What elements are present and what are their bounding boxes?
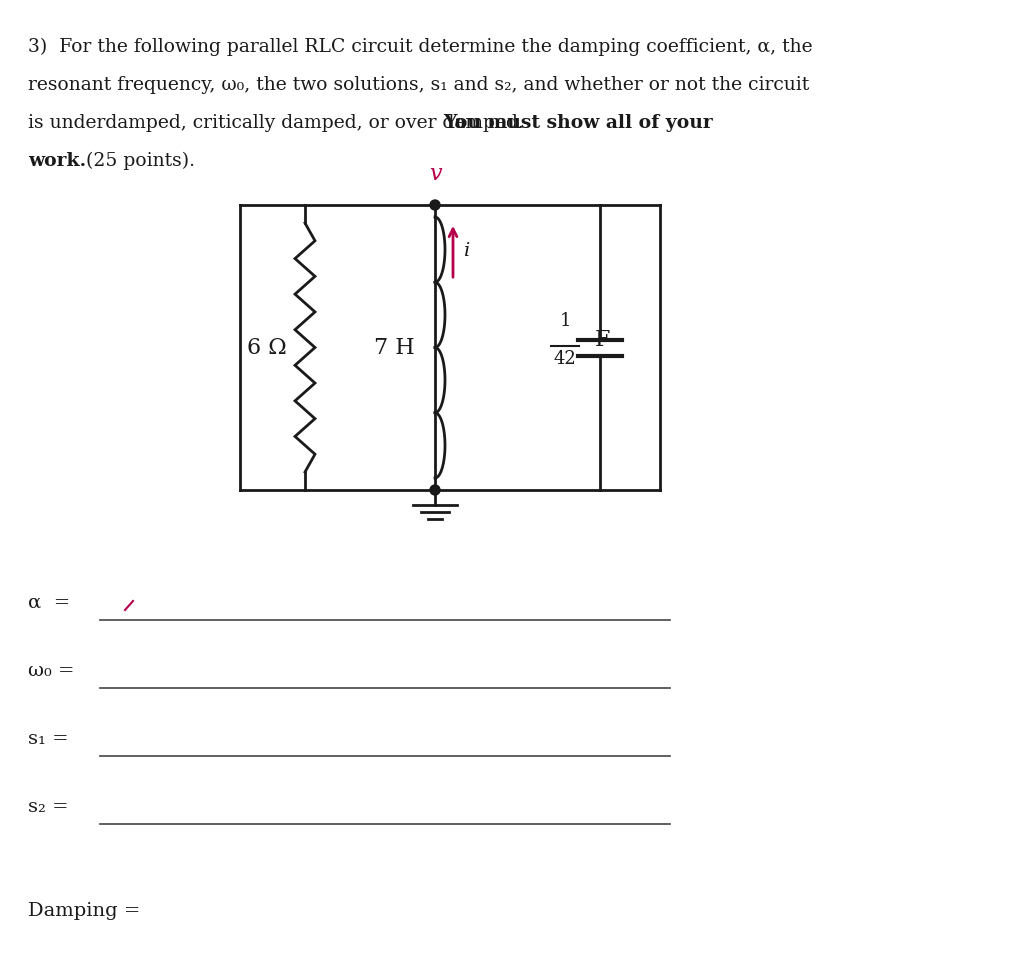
Text: You must show all of your: You must show all of your <box>443 114 713 132</box>
Text: ω₀ =: ω₀ = <box>28 662 75 680</box>
Text: s₁ =: s₁ = <box>28 730 69 748</box>
Text: (25 points).: (25 points). <box>86 152 195 170</box>
Text: α  =: α = <box>28 594 71 612</box>
Text: 1: 1 <box>559 311 570 329</box>
Text: is underdamped, critically damped, or over damped.: is underdamped, critically damped, or ov… <box>28 114 529 132</box>
Text: work.: work. <box>28 152 86 170</box>
Circle shape <box>430 485 440 495</box>
Text: s₂ =: s₂ = <box>28 798 69 816</box>
Circle shape <box>430 200 440 210</box>
Text: i: i <box>463 242 469 260</box>
Text: Damping =: Damping = <box>28 902 140 920</box>
Text: 7 H: 7 H <box>374 337 415 359</box>
Text: resonant frequency, ω₀, the two solutions, s₁ and s₂, and whether or not the cir: resonant frequency, ω₀, the two solution… <box>28 76 809 94</box>
Text: 6 Ω: 6 Ω <box>247 337 287 359</box>
Text: 42: 42 <box>554 349 577 367</box>
Text: 3)  For the following parallel RLC circuit determine the damping coefficient, α,: 3) For the following parallel RLC circui… <box>28 38 813 56</box>
Text: F: F <box>595 328 610 350</box>
Text: v: v <box>429 163 441 185</box>
